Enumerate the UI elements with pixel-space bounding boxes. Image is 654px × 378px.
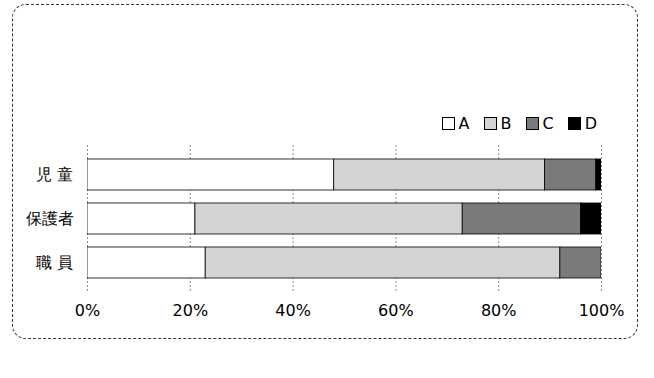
html-text:A: A: [458, 113, 470, 133]
svg-text:0%: 0%: [75, 301, 100, 320]
svg-text:20%: 20%: [173, 301, 209, 320]
html-text:B: B: [500, 113, 512, 133]
svg-text:40%: 40%: [275, 301, 311, 320]
svg-text:100%: 100%: [579, 301, 625, 320]
svg-text:保護者: 保護者: [26, 209, 74, 228]
svg-text:児 童: 児 童: [36, 165, 73, 184]
html-text:D: D: [584, 113, 597, 133]
svg-text:80%: 80%: [481, 301, 517, 320]
svg-text:職 員: 職 員: [36, 253, 73, 272]
svg-text:60%: 60%: [378, 301, 414, 320]
html-text:C: C: [542, 113, 554, 133]
